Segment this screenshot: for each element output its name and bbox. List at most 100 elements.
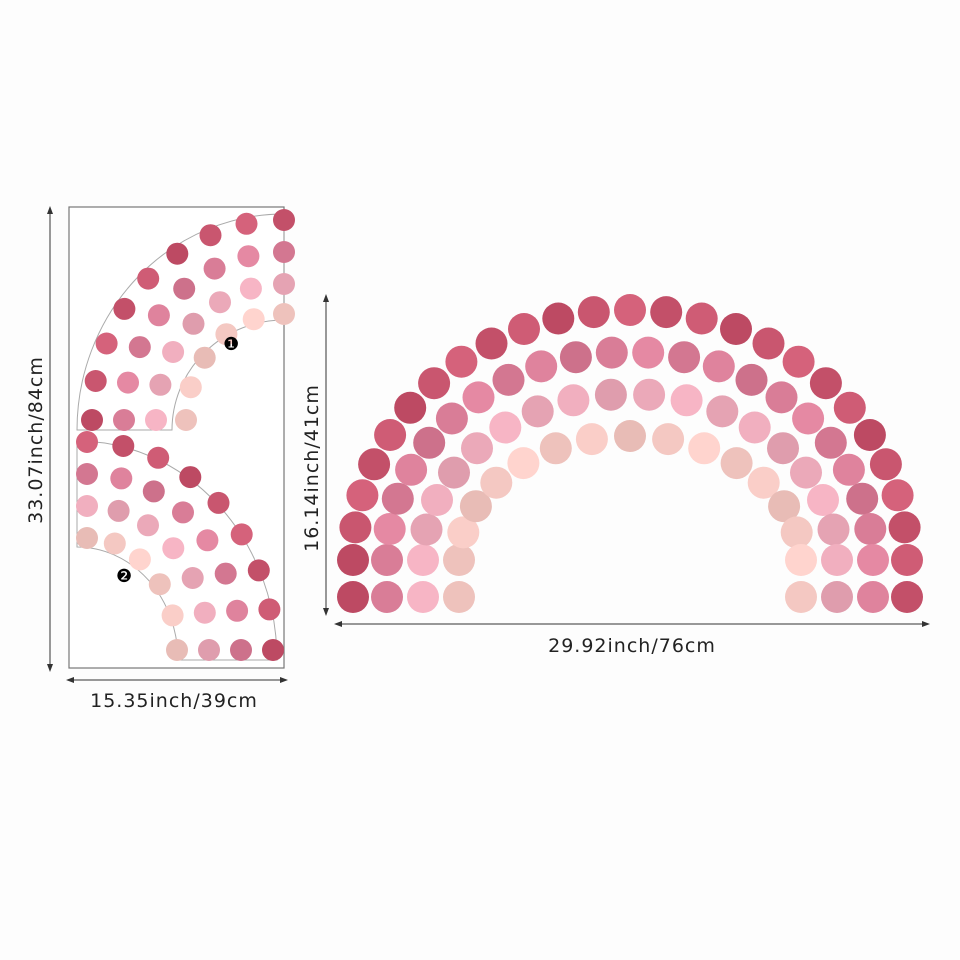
sticker-dot — [117, 371, 139, 394]
sticker-dot — [888, 511, 921, 544]
sticker-dot — [172, 501, 194, 524]
sticker-dot — [785, 544, 817, 576]
sticker-dot — [768, 490, 801, 523]
sticker-dot — [881, 479, 914, 512]
sticker-dot — [857, 581, 889, 613]
sticker-dot — [489, 411, 522, 444]
sticker-dot — [475, 327, 508, 360]
sticker-dot — [148, 573, 171, 596]
sticker-dot — [521, 395, 554, 428]
sticker-dot — [891, 544, 923, 576]
sticker-dot — [166, 242, 189, 265]
sticker-dot — [371, 544, 403, 576]
sticker-dot — [226, 599, 249, 622]
sticker-dot — [594, 378, 627, 411]
sticker-dot — [235, 212, 258, 235]
sticker-dot — [670, 384, 703, 417]
sticker-dot — [339, 511, 372, 544]
sticker-dot — [614, 420, 646, 452]
sticker-dot — [337, 544, 369, 576]
sticker-dot — [230, 639, 252, 661]
sticker-dot — [162, 537, 185, 560]
sticker-dot — [780, 516, 813, 549]
sticker-dot — [632, 336, 665, 369]
piece-1-outline — [76, 213, 285, 431]
sticker-dot — [166, 639, 188, 661]
sticker-dot — [413, 426, 446, 459]
sticker-dot — [175, 409, 197, 431]
sticker-dot — [95, 332, 118, 355]
sticker-dot — [76, 431, 98, 453]
sticker-dot — [792, 402, 825, 435]
sticker-dot — [832, 453, 865, 486]
sticker-dot — [790, 456, 822, 489]
rainbow-height-label: 16.14inch/41cm — [301, 384, 323, 552]
sticker-dot — [214, 562, 237, 585]
piece-dots — [76, 209, 295, 661]
sticker-dot — [853, 419, 886, 451]
sticker-dot — [833, 391, 866, 424]
sticker-dot — [145, 409, 167, 431]
sticker-dot — [107, 499, 130, 522]
sticker-dot — [258, 598, 281, 621]
sticker-dot — [782, 345, 815, 378]
sticker-dot — [857, 544, 889, 576]
sticker-dot — [242, 308, 265, 331]
sticker-dot — [652, 423, 685, 456]
rainbow-width-label: 29.92inch/76cm — [548, 635, 716, 657]
sticker-dot — [650, 296, 683, 329]
sticker-dot — [407, 544, 439, 576]
sticker-dot — [247, 559, 270, 582]
sticker-dot — [821, 581, 853, 613]
sticker-dot — [346, 479, 379, 512]
sticker-dot — [507, 447, 540, 480]
sticker-dot — [374, 419, 407, 451]
sticker-dot — [421, 484, 453, 516]
sticker-dot — [785, 581, 817, 613]
sticker-dot — [407, 581, 439, 613]
sticker-dot — [765, 381, 798, 414]
sticker-dot — [462, 381, 495, 414]
sticker-dot — [821, 544, 853, 576]
sticker-dot — [173, 277, 196, 300]
piece-1-badge: ❶ — [223, 334, 239, 355]
sticker-dot — [508, 313, 540, 345]
sticker-dot — [557, 384, 590, 417]
sticker-dot — [76, 463, 98, 485]
sticker-dot — [891, 581, 923, 613]
sticker-dot — [203, 257, 226, 280]
sticker-dot — [720, 313, 752, 345]
sticker-dot — [817, 513, 850, 546]
sticker-dot — [752, 327, 785, 360]
sticker-dot — [137, 514, 159, 537]
sticker-dot — [373, 513, 406, 545]
sticker-dot — [162, 341, 185, 363]
rainbow-dots — [337, 294, 923, 613]
sticker-dot — [461, 432, 493, 465]
sticker-dot — [147, 304, 170, 327]
sticker-dot — [142, 480, 165, 503]
sticker-dot — [381, 482, 414, 515]
sticker-dot — [76, 527, 98, 549]
sticker-dot — [113, 297, 136, 320]
sticker-dot — [207, 491, 230, 514]
sticker-dot — [196, 529, 219, 552]
sticker-dot — [809, 367, 842, 400]
sticker-dot — [84, 370, 107, 392]
sticker-dot — [161, 604, 184, 627]
sticker-dot — [443, 544, 475, 576]
sticker-dot — [814, 426, 847, 459]
sticker-dot — [112, 435, 135, 457]
sticker-dot — [199, 224, 222, 247]
sticker-dot — [633, 378, 666, 411]
sticker-dot — [193, 601, 216, 624]
sticker-dot — [706, 395, 739, 428]
sticker-dot — [443, 581, 475, 613]
sticker-dot — [559, 341, 592, 374]
sticker-dot — [103, 532, 126, 555]
sticker-dot — [110, 467, 133, 490]
sticker-dot — [128, 336, 151, 359]
sticker-dot — [149, 373, 172, 396]
piece-2-badge: ❷ — [116, 566, 132, 587]
